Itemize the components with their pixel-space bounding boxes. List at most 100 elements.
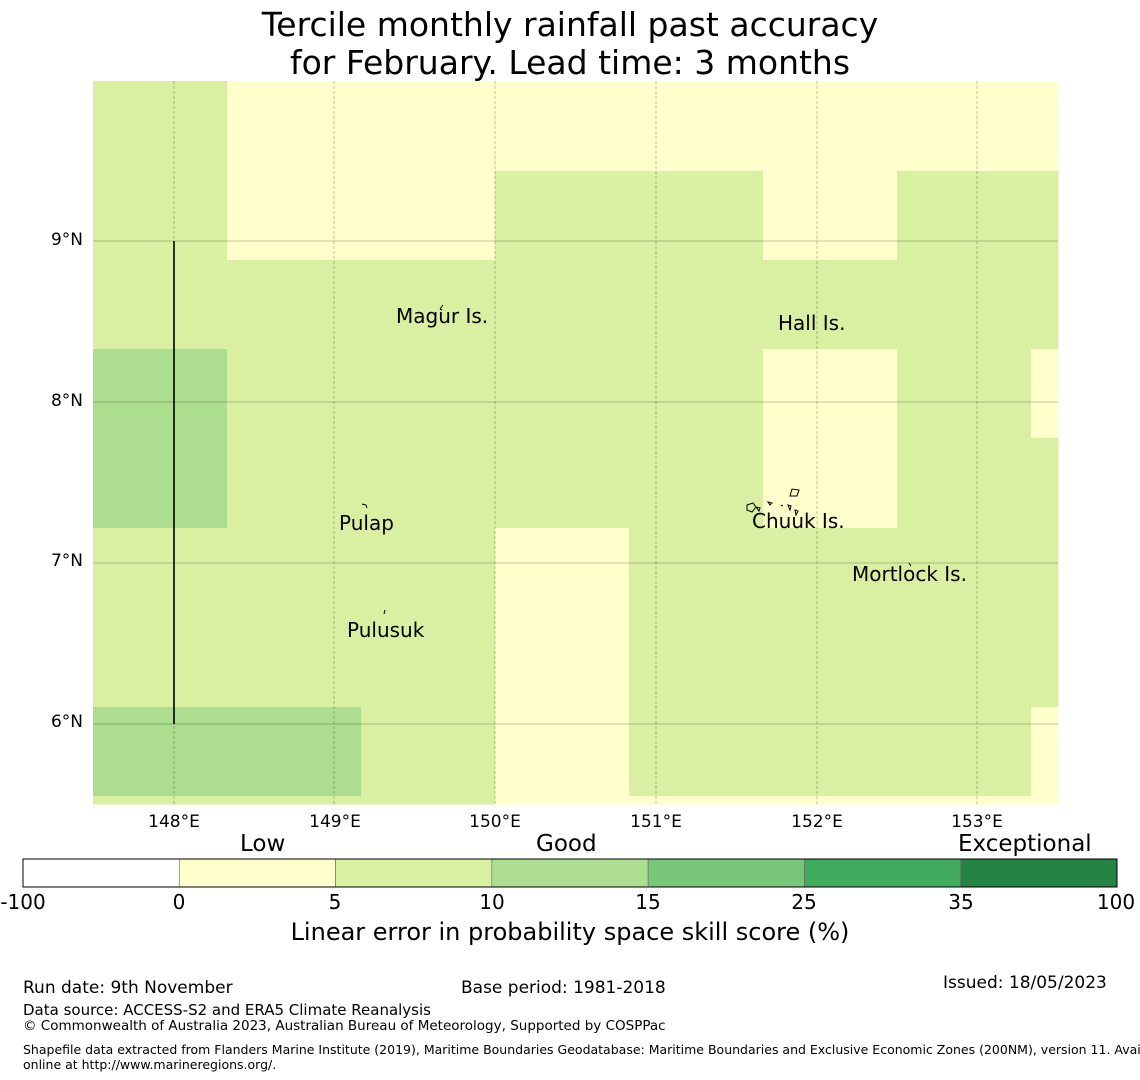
skill-cell: [897, 171, 1032, 261]
skill-cell: [495, 796, 630, 805]
skill-cell: [361, 260, 496, 350]
skill-cell: [763, 707, 898, 797]
skill-cell: [1031, 528, 1059, 618]
place-chuuk: Chuuk Is.: [752, 509, 845, 533]
skill-cell: [629, 707, 764, 797]
data-source: Data source: ACCESS-S2 and ERA5 Climate …: [23, 1001, 431, 1019]
skill-cell: [629, 617, 764, 708]
skill-cell: [763, 438, 898, 529]
mortlock-island-shape: [908, 562, 912, 567]
issued-date: Issued: 18/05/2023: [943, 973, 1107, 993]
chart-title: Tercile monthly rainfall past accuracy f…: [0, 6, 1140, 82]
skill-cell: [227, 528, 362, 618]
skill-cell: [763, 171, 898, 261]
shapefile-credit-line-1: Shapefile data extracted from Flanders M…: [23, 1042, 1140, 1057]
skill-cell: [763, 617, 898, 708]
chuuk-island-shape: [746, 488, 800, 517]
skill-cell: [763, 349, 898, 439]
colorbar-tick: 10: [479, 890, 505, 914]
skill-cell: [361, 528, 496, 618]
skill-cell: [227, 171, 362, 261]
map-cells: [93, 81, 1059, 805]
skill-cell: [227, 796, 362, 805]
skill-cell: [227, 349, 362, 439]
skill-cell: [495, 81, 630, 172]
colorbar-segment: [491, 858, 649, 888]
lat-label-7n: 7°N: [50, 551, 83, 571]
skill-cell: [1031, 349, 1059, 439]
skill-cell: [93, 707, 228, 797]
skill-cell: [1031, 796, 1059, 805]
skill-cell: [629, 528, 764, 618]
skill-cell: [93, 349, 228, 439]
lon-label-149e: 149°E: [309, 812, 361, 832]
skill-cell: [495, 349, 630, 439]
place-mortlock: Mortlock Is.: [852, 562, 967, 586]
skill-cell: [629, 349, 764, 439]
skill-cell: [361, 81, 496, 172]
place-hall: Hall Is.: [778, 311, 846, 335]
skill-cell: [227, 260, 362, 350]
pulap-island-shape: [361, 503, 368, 509]
title-line-1: Tercile monthly rainfall past accuracy: [261, 5, 879, 44]
colorbar-segment: [804, 858, 962, 888]
skill-cell: [629, 438, 764, 529]
pulusuk-island-shape: [383, 609, 386, 615]
colorbar-tick: 100: [1096, 890, 1136, 914]
skill-cell: [897, 707, 1032, 797]
skill-cell: [361, 707, 496, 797]
skill-cell: [629, 171, 764, 261]
skill-cell: [763, 81, 898, 172]
skill-cell: [495, 171, 630, 261]
skill-cell: [361, 617, 496, 708]
skill-cell: [897, 260, 1032, 350]
shapefile-credit-line-2: online at http://www.marineregions.org/.: [23, 1057, 277, 1072]
skill-cell: [495, 528, 630, 618]
title-line-2: for February. Lead time: 3 months: [289, 43, 851, 82]
skill-cell: [227, 617, 362, 708]
skill-cell: [361, 796, 496, 805]
skill-cell: [1031, 438, 1059, 529]
place-magur: Magur Is.: [396, 304, 489, 328]
skill-cell: [897, 81, 1032, 172]
skill-cell: [1031, 260, 1059, 350]
colorbar-segment: [22, 858, 180, 888]
skill-cell: [361, 438, 496, 529]
category-low: Low: [240, 831, 286, 857]
colorbar-segment: [335, 858, 493, 888]
skill-cell: [495, 260, 630, 350]
skill-cell: [495, 438, 630, 529]
lon-label-150e: 150°E: [469, 812, 521, 832]
colorbar-frame: [22, 858, 1118, 888]
lat-label-9n: 9°N: [50, 230, 83, 250]
skill-cell: [897, 349, 1032, 439]
skill-cell: [1031, 81, 1059, 172]
skill-cell: [227, 81, 362, 172]
skill-cell: [93, 171, 228, 261]
skill-cell: [897, 438, 1032, 529]
lat-label-8n: 8°N: [50, 391, 83, 411]
island-outlines: [361, 304, 912, 615]
skill-cell: [93, 260, 228, 350]
category-good: Good: [536, 831, 597, 857]
skill-cell: [763, 528, 898, 618]
skill-cell: [361, 171, 496, 261]
place-pulap: Pulap: [339, 511, 394, 535]
run-date: Run date: 9th November: [23, 978, 233, 998]
skill-cell: [361, 349, 496, 439]
skill-cell: [93, 528, 228, 618]
skill-cell: [227, 707, 362, 797]
colorbar-tick: -100: [0, 890, 46, 914]
lat-label-6n: 6°N: [50, 712, 83, 732]
skill-cell: [495, 707, 630, 797]
skill-cell: [629, 81, 764, 172]
skill-cell: [897, 528, 1032, 618]
base-period: Base period: 1981-2018: [461, 978, 666, 998]
colorbar-label: Linear error in probability space skill …: [290, 918, 850, 946]
copyright: © Commonwealth of Australia 2023, Austra…: [23, 1018, 666, 1034]
colorbar-tick: 5: [328, 890, 342, 914]
skill-cell: [227, 438, 362, 529]
skill-cell: [1031, 171, 1059, 261]
skill-cell: [1031, 707, 1059, 797]
